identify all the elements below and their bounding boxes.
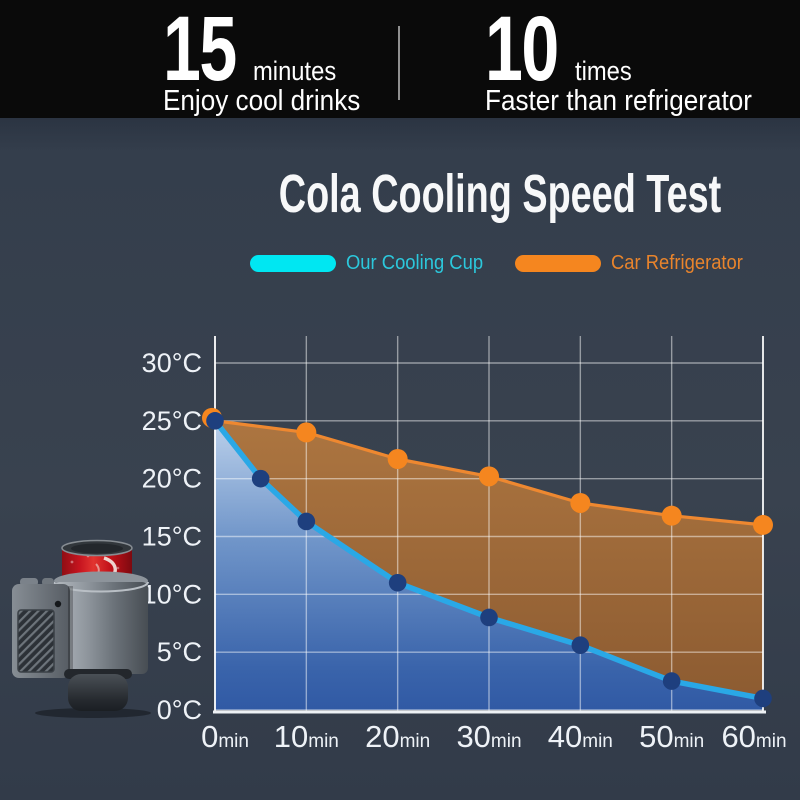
stat-value: 15 xyxy=(163,0,237,100)
marker-car-refrigerator xyxy=(296,422,317,443)
legend-label-car-refrigerator: Car Refrigerator xyxy=(610,251,743,274)
stat-unit: minutes xyxy=(253,56,337,86)
y-tick-label: 25°C xyxy=(142,406,202,436)
stat-caption: Faster than refrigerator xyxy=(485,85,752,117)
x-tick-label: 0min xyxy=(201,719,249,754)
stats-banner: 15 minutes Enjoy cool drinks 10 times Fa… xyxy=(0,0,800,118)
marker-car-refrigerator xyxy=(479,466,499,487)
marker-cooling-cup xyxy=(480,608,498,627)
module-led xyxy=(54,600,62,608)
chart-title: Cola Cooling Speed Test xyxy=(278,164,722,224)
y-tick-label: 15°C xyxy=(142,522,202,552)
area-fill-car-refrigerator xyxy=(215,420,763,699)
y-tick-label: 5°C xyxy=(157,637,202,667)
vent-grille xyxy=(17,609,55,673)
marker-cooling-cup xyxy=(206,412,224,430)
line-cooling-cup xyxy=(212,418,766,702)
chart-series-markers xyxy=(202,407,773,708)
product-shadow xyxy=(35,708,151,718)
legend-swatch-cooling-cup xyxy=(250,254,336,272)
legend-label-cooling-cup: Our Cooling Cup xyxy=(346,251,484,274)
marker-cooling-cup xyxy=(754,689,772,708)
stat-unit: times xyxy=(575,56,633,86)
vertical-divider xyxy=(398,26,400,100)
marker-cooling-cup xyxy=(571,636,590,655)
x-tick-label: 10min xyxy=(274,719,339,754)
x-tick-label: 30min xyxy=(456,719,521,754)
stat-cooling-time: 15 minutes Enjoy cool drinks xyxy=(163,0,382,117)
chart-area-fills xyxy=(215,420,763,710)
cup-body xyxy=(53,571,149,674)
marker-cooling-cup xyxy=(297,512,316,531)
marker-car-refrigerator xyxy=(570,492,591,513)
marker-cooling-cup xyxy=(251,469,270,488)
y-tick-label: 30°C xyxy=(142,348,202,378)
legend-swatch-car-refrigerator xyxy=(514,254,601,272)
x-tick-label: 50min xyxy=(639,719,704,754)
cup-lower-stem xyxy=(64,669,132,711)
stat-speed-multiple: 10 times Faster than refrigerator xyxy=(485,0,782,117)
stat-value: 10 xyxy=(485,0,559,100)
marker-car-refrigerator xyxy=(661,505,682,526)
marker-car-refrigerator xyxy=(387,449,408,470)
stat-caption: Enjoy cool drinks xyxy=(163,85,361,117)
marker-car-refrigerator xyxy=(753,514,773,535)
stat-value-row: 15 minutes xyxy=(163,0,382,100)
chart-legend: Our Cooling Cup Car Refrigerator xyxy=(250,252,754,274)
marker-cooling-cup xyxy=(388,573,407,592)
side-module xyxy=(12,578,73,678)
product-image-cooling-cup xyxy=(12,539,151,718)
chart-tick-labels: 0°C 5°C 10°C 15°C 20°C 25°C 30°C 0min 10min 20min… xyxy=(142,348,787,754)
y-tick-label: 10°C xyxy=(142,579,202,609)
y-tick-label: 20°C xyxy=(142,464,202,494)
x-tick-label: 20min xyxy=(365,719,430,754)
x-tick-label: 40min xyxy=(548,719,613,754)
marker-cooling-cup xyxy=(662,672,681,690)
x-tick-label: 60min xyxy=(721,719,786,754)
stat-value-row: 10 times xyxy=(485,0,782,100)
area-fill-cooling-cup xyxy=(215,420,763,710)
y-tick-label: 0°C xyxy=(157,695,202,725)
